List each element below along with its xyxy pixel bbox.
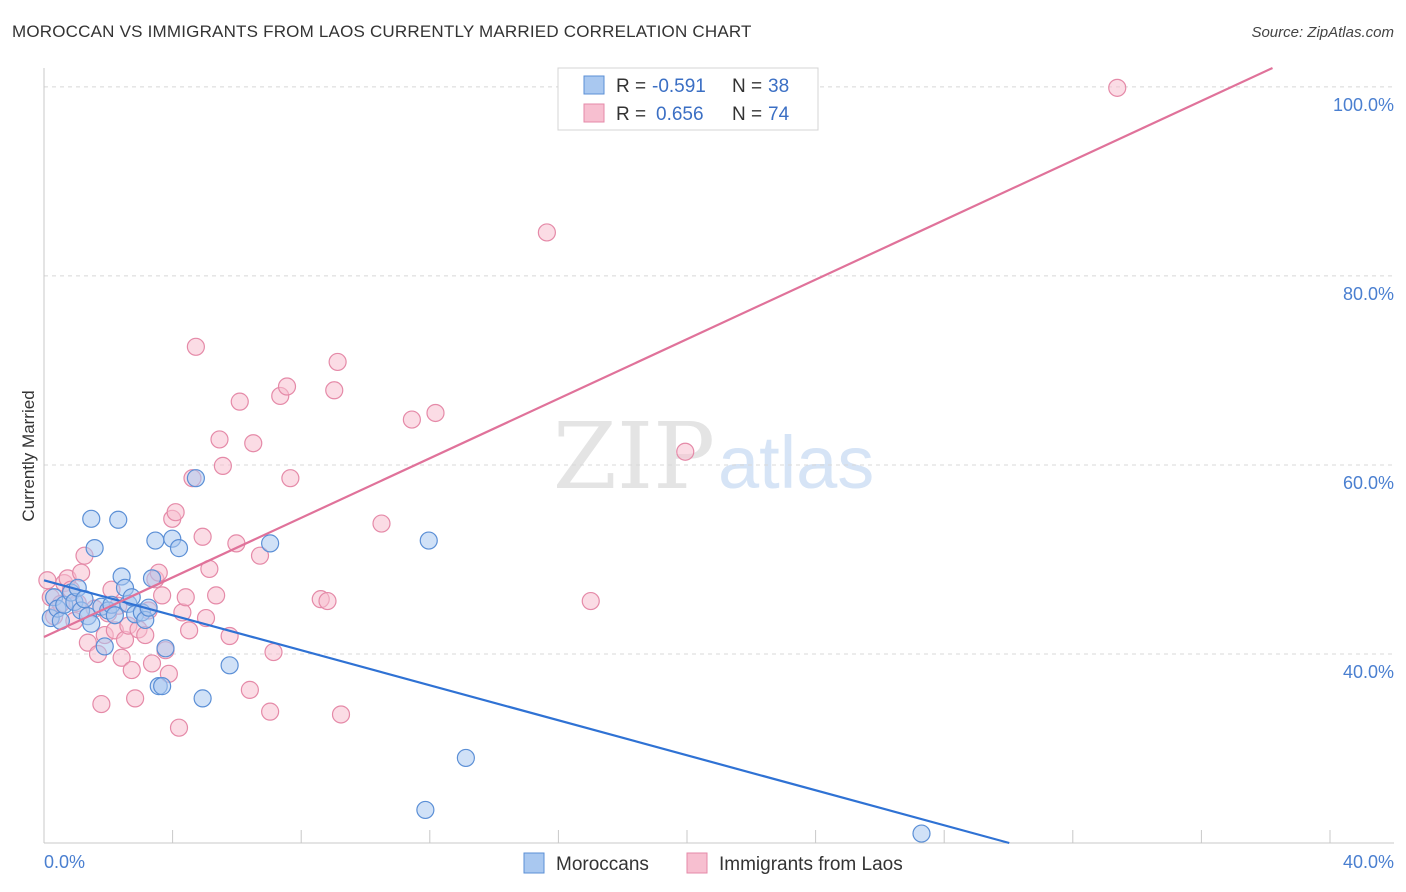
legend-swatch-laos xyxy=(686,852,708,874)
laos-point-58 xyxy=(281,469,300,488)
moroccans-point-35 xyxy=(186,469,205,488)
y-tick-label-1: 60.0% xyxy=(1343,473,1394,493)
y-axis-tick-labels: 40.0% 60.0% 80.0% 100.0% xyxy=(1333,95,1394,682)
laos-point-39 xyxy=(180,621,199,640)
laos-point-57 xyxy=(277,377,297,396)
laos-point-26 xyxy=(136,625,155,645)
laos-point-55 xyxy=(264,642,283,662)
laos-point-50 xyxy=(230,392,249,411)
laos-point-46 xyxy=(210,430,229,449)
stats-r-label-blue: R = xyxy=(616,76,646,97)
stats-n-label-pink: N = xyxy=(732,104,762,125)
laos-point-64 xyxy=(372,514,391,533)
laos-point-53 xyxy=(250,546,270,565)
stats-r-value-pink: 0.656 xyxy=(656,104,704,125)
moroccans-point-40 xyxy=(456,748,475,768)
stats-n-label-blue: N = xyxy=(732,76,762,97)
watermark-atlas: atlas xyxy=(718,421,874,504)
moroccans-point-29 xyxy=(146,531,165,550)
legend-label-laos: Immigrants from Laos xyxy=(719,854,903,875)
stats-r-value-blue: -0.591 xyxy=(652,76,706,97)
laos-point-49 xyxy=(227,534,246,553)
moroccans-point-31 xyxy=(153,677,172,696)
moroccans-point-13 xyxy=(85,539,104,558)
laos-point-70 xyxy=(1108,78,1127,97)
laos-point-35 xyxy=(166,503,185,522)
laos-point-36 xyxy=(169,718,189,737)
laos-point-24 xyxy=(126,689,145,708)
laos-point-61 xyxy=(325,381,344,400)
moroccans-point-39 xyxy=(419,531,438,550)
legend-label-moroccans: Moroccans xyxy=(556,854,649,875)
stats-legend-swatch-blue xyxy=(583,75,605,95)
gridlines xyxy=(44,86,1394,655)
laos-point-9 xyxy=(72,563,91,582)
stats-n-value-pink: 74 xyxy=(768,104,790,125)
laos-point-60 xyxy=(318,591,337,611)
bottom-legend: Moroccans Immigrants from Laos xyxy=(523,852,903,875)
moroccans-point-37 xyxy=(220,656,239,675)
laos-point-66 xyxy=(426,403,445,423)
laos-point-45 xyxy=(207,586,226,605)
y-axis-label: Currently Married xyxy=(19,390,38,521)
laos-point-42 xyxy=(193,527,212,546)
moroccans-point-12 xyxy=(82,509,101,528)
laos-point-67 xyxy=(537,223,556,242)
moroccans-point-41 xyxy=(416,800,435,820)
moroccans-trend-line xyxy=(43,579,1010,845)
moroccans-point-32 xyxy=(156,639,175,658)
moroccans-point-19 xyxy=(109,510,128,529)
laos-point-47 xyxy=(213,456,232,475)
laos-point-63 xyxy=(331,705,351,724)
laos-point-62 xyxy=(328,352,347,372)
moroccans-point-18 xyxy=(105,606,124,625)
laos-point-65 xyxy=(402,410,421,429)
watermark: ZIP atlas xyxy=(553,403,874,510)
series-moroccans-points xyxy=(41,469,931,843)
y-tick-label-0: 40.0% xyxy=(1343,662,1394,682)
laos-point-23 xyxy=(122,660,141,680)
stats-legend-swatch-pink xyxy=(583,103,605,123)
y-tick-label-2: 80.0% xyxy=(1343,284,1394,304)
moroccans-point-38 xyxy=(261,534,280,553)
stats-legend: R = -0.591 N = 38 R = 0.656 N = 74 xyxy=(557,67,819,131)
laos-point-68 xyxy=(581,591,600,611)
laos-point-28 xyxy=(142,654,162,673)
moroccans-point-42 xyxy=(912,824,931,843)
laos-point-38 xyxy=(176,588,195,607)
laos-point-14 xyxy=(92,694,111,714)
x-tick-label-max: 40.0% xyxy=(1343,852,1394,872)
laos-point-54 xyxy=(261,702,280,721)
laos-point-69 xyxy=(676,442,695,461)
y-tick-label-3: 100.0% xyxy=(1333,95,1394,115)
laos-trend-line xyxy=(43,67,1273,638)
laos-point-51 xyxy=(240,680,259,699)
laos-point-52 xyxy=(244,434,263,453)
stats-n-value-blue: 38 xyxy=(768,76,789,97)
moroccans-point-15 xyxy=(95,637,114,656)
x-axis-ticks xyxy=(43,830,1331,843)
moroccans-point-36 xyxy=(193,689,212,708)
chart-title: MOROCCAN VS IMMIGRANTS FROM LAOS CURRENT… xyxy=(12,22,752,41)
laos-point-11 xyxy=(78,633,97,652)
x-tick-label-min: 0.0% xyxy=(44,852,85,872)
legend-swatch-moroccans xyxy=(523,852,545,874)
stats-r-label-pink: R = xyxy=(616,104,646,125)
source-label: Source: ZipAtlas.com xyxy=(1251,24,1394,41)
moroccans-point-34 xyxy=(169,539,189,558)
laos-point-41 xyxy=(186,337,205,356)
laos-point-20 xyxy=(112,648,131,667)
laos-point-31 xyxy=(153,586,172,605)
